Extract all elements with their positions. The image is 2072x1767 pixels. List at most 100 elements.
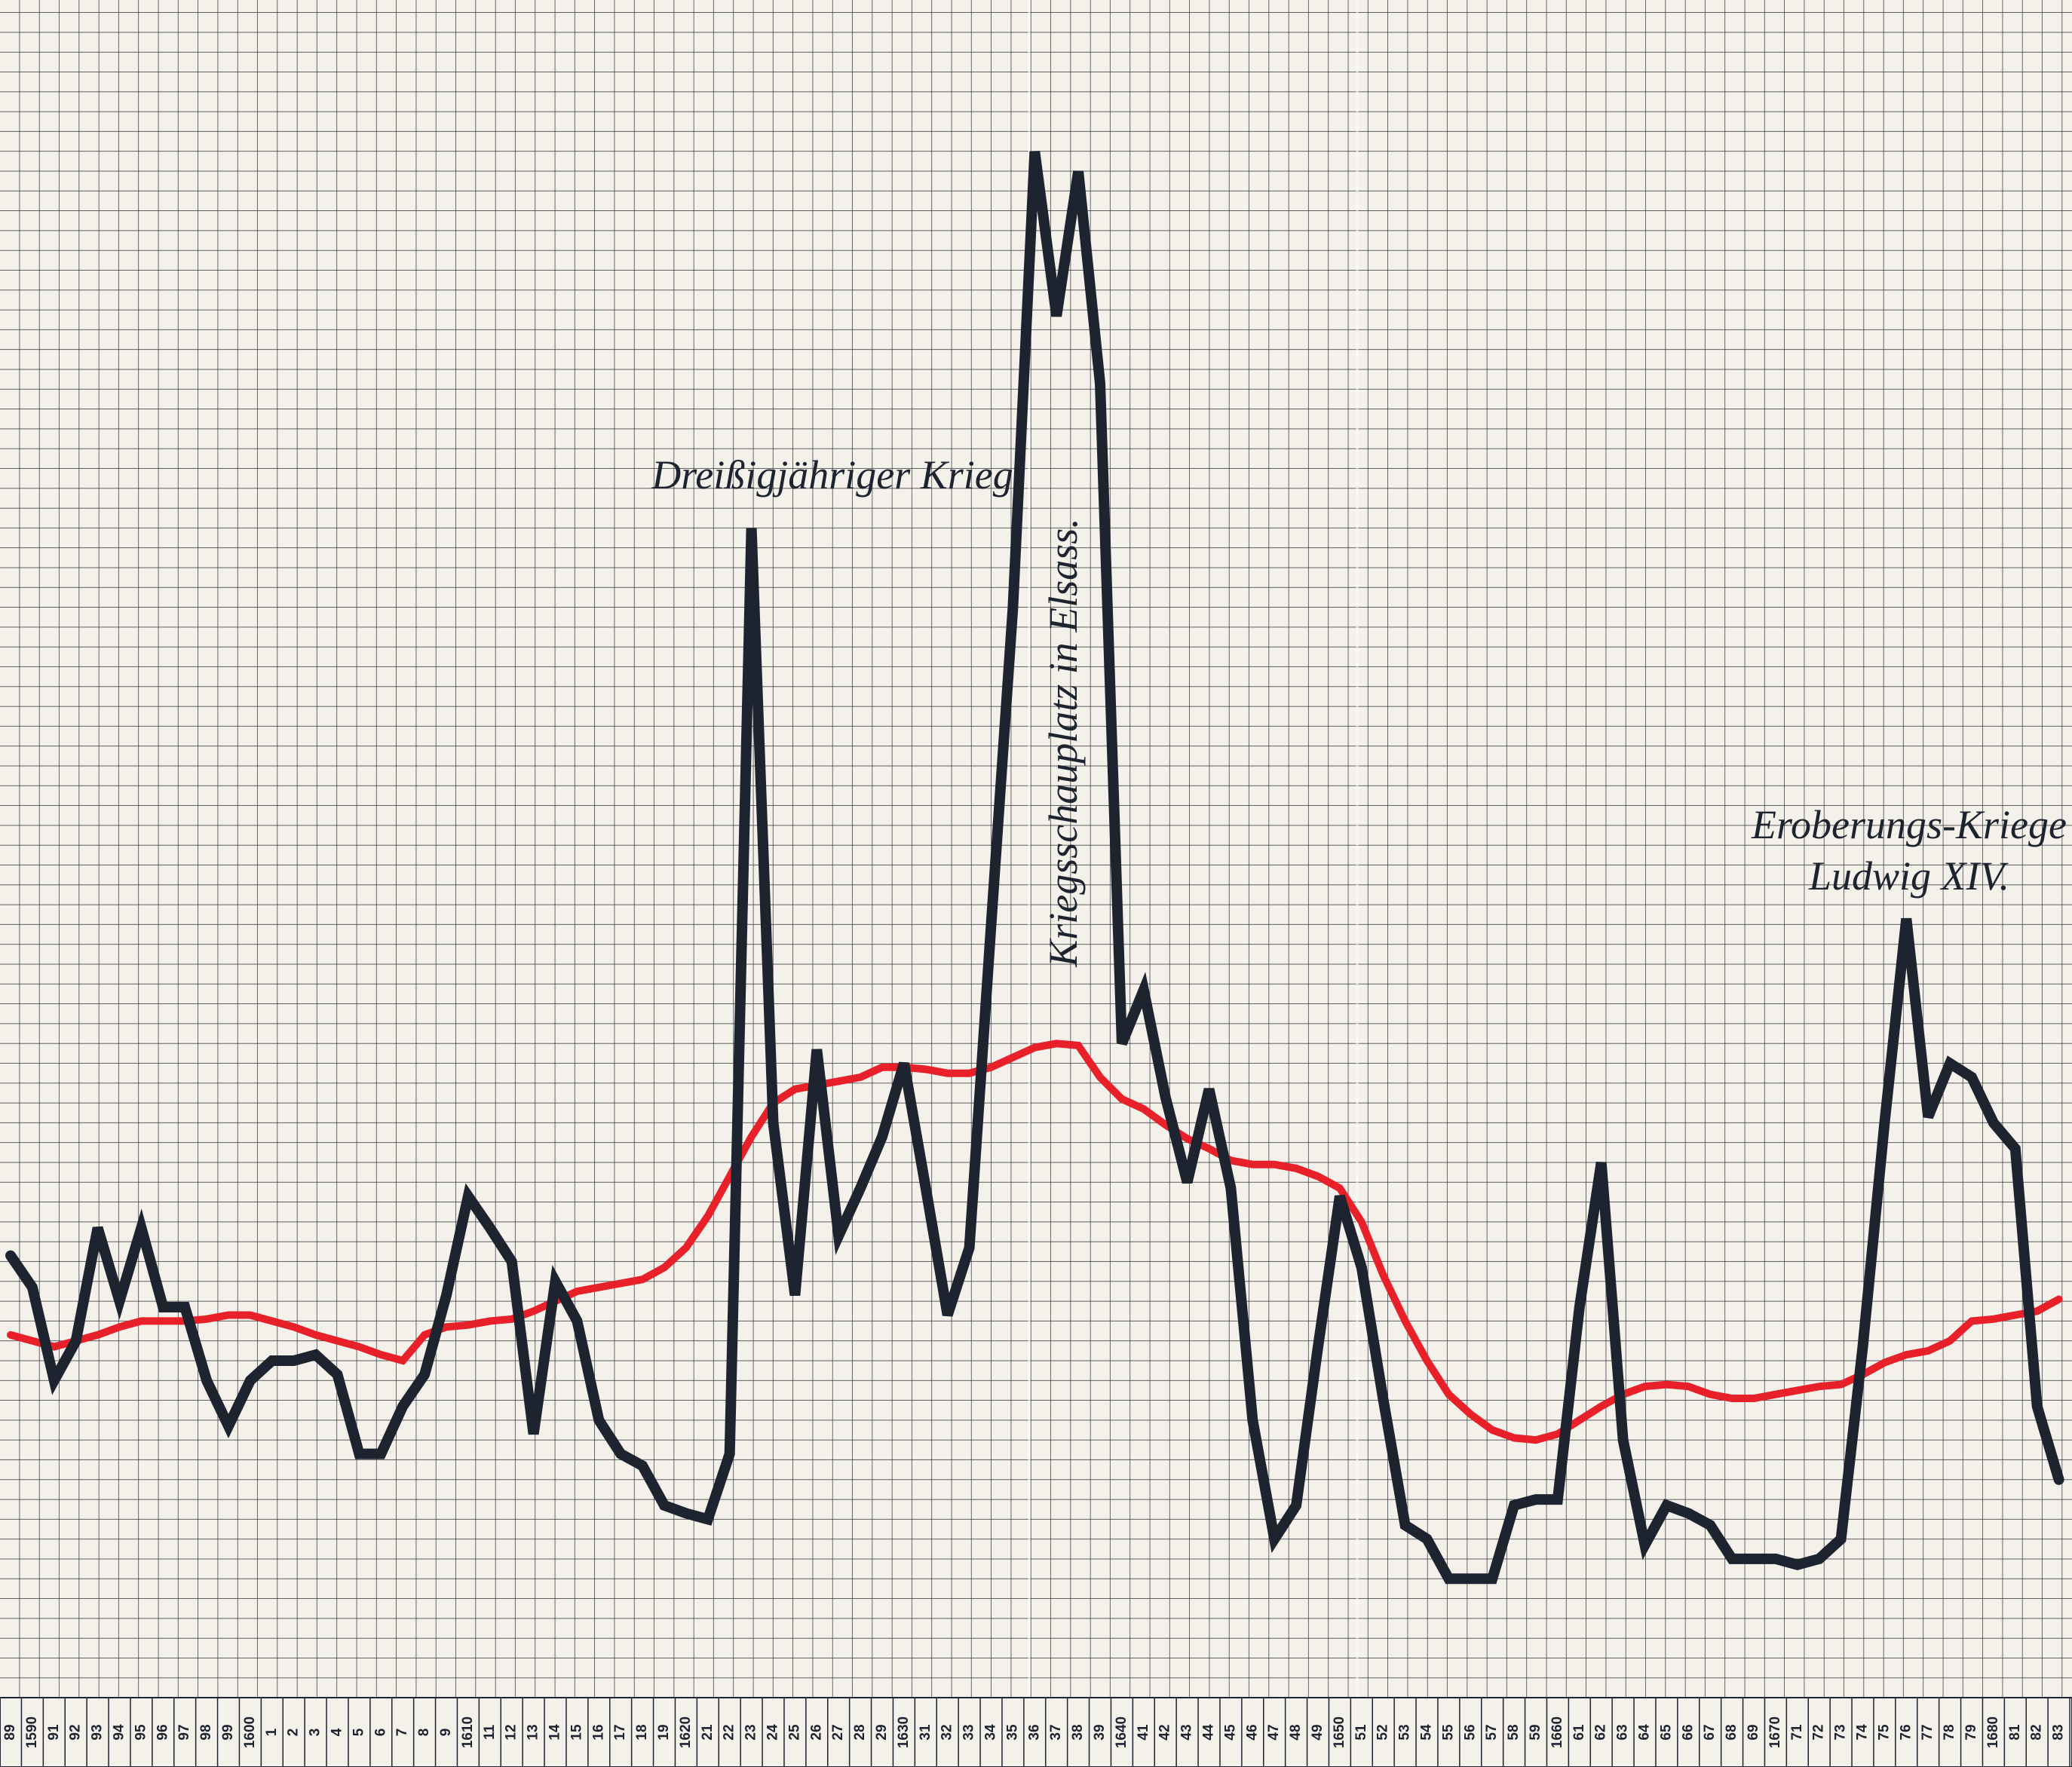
x-tick-label: 89 (2, 1724, 18, 1740)
x-tick-label: 1660 (1549, 1716, 1565, 1748)
annotation: Ludwig XIV. (1808, 853, 2009, 899)
x-tick-label: 8 (416, 1729, 432, 1737)
x-tick-label: 55 (1440, 1724, 1456, 1741)
x-tick-label: 52 (1375, 1724, 1391, 1740)
plot (5, 151, 2064, 1585)
x-tick-label: 33 (961, 1724, 977, 1740)
x-tick-label: 61 (1571, 1724, 1587, 1741)
x-tick-label: 75 (1876, 1724, 1892, 1741)
x-tick-label: 13 (526, 1724, 541, 1740)
x-tick-label: 51 (1353, 1724, 1369, 1741)
x-tick-label: 96 (155, 1724, 170, 1740)
x-tick-label: 81 (2007, 1724, 2023, 1741)
x-tick-label: 1670 (1767, 1716, 1783, 1748)
x-tick-label: 16 (590, 1724, 606, 1740)
x-tick-label: 27 (830, 1724, 846, 1740)
x-tick-label: 21 (700, 1724, 716, 1741)
data-line (7, 1040, 2063, 1444)
x-tick-label: 2 (286, 1729, 302, 1737)
x-tick-label: 38 (1070, 1724, 1086, 1740)
x-tick-label: 4 (329, 1728, 345, 1736)
x-tick-label: 28 (852, 1724, 868, 1740)
x-tick-label: 74 (1855, 1724, 1871, 1741)
x-tick-label: 11 (482, 1725, 498, 1741)
x-tick-label: 91 (46, 1724, 62, 1741)
x-tick-label: 63 (1615, 1724, 1631, 1740)
x-tick-label: 5 (351, 1728, 366, 1736)
annotation: Eroberungs-Kriege (1751, 802, 2067, 847)
annotation: Kriegsschauplatz in Elsass. (1041, 518, 1086, 968)
x-tick-label: 36 (1026, 1724, 1042, 1740)
x-tick-label: 82 (2029, 1724, 2045, 1740)
x-tick-label: 26 (808, 1724, 824, 1740)
x-tick-label: 64 (1637, 1724, 1653, 1741)
x-tick-label: 32 (939, 1724, 955, 1740)
x-tick-label: 37 (1048, 1724, 1064, 1740)
x-tick-label: 92 (68, 1724, 84, 1740)
annotation: Dreißigjähriger Krieg (651, 452, 1013, 498)
x-tick-label: 53 (1397, 1724, 1413, 1740)
x-tick-label: 43 (1179, 1724, 1195, 1740)
x-tick-label: 49 (1310, 1724, 1326, 1740)
x-tick-label: 34 (983, 1724, 999, 1741)
x-tick-label: 58 (1506, 1724, 1522, 1740)
x-tick-label: 35 (1004, 1724, 1020, 1741)
x-tick-label: 29 (874, 1724, 890, 1740)
x-tick-label: 1630 (896, 1716, 912, 1748)
x-tick-label: 1640 (1114, 1716, 1129, 1748)
x-tick-label: 79 (1963, 1724, 1979, 1740)
x-tick-label: 68 (1724, 1724, 1739, 1740)
x-tick-label: 76 (1898, 1724, 1914, 1740)
x-tick-label: 78 (1942, 1724, 1957, 1740)
x-tick-label: 73 (1833, 1724, 1849, 1740)
x-tick-label: 42 (1157, 1724, 1173, 1740)
label-strip (0, 1697, 2072, 1767)
x-tick-label: 67 (1702, 1724, 1718, 1740)
x-tick-label: 31 (918, 1724, 933, 1741)
x-tick-label: 54 (1419, 1724, 1435, 1741)
x-tick-label: 23 (743, 1724, 759, 1740)
x-tick-label: 94 (112, 1724, 127, 1741)
x-tick-label: 59 (1528, 1724, 1543, 1740)
x-tick-label: 69 (1746, 1724, 1761, 1740)
x-tick-label: 39 (1092, 1724, 1108, 1740)
data-line (5, 151, 2064, 1585)
x-tick-label: 25 (786, 1724, 802, 1741)
x-tick-label: 1590 (24, 1716, 40, 1748)
x-tick-label: 45 (1222, 1724, 1238, 1741)
graph-paper-grid (0, 0, 2072, 1698)
x-tick-label: 44 (1201, 1724, 1217, 1741)
x-tick-label: 24 (765, 1724, 781, 1741)
x-tick-label: 3 (308, 1729, 323, 1737)
x-tick-label: 6 (372, 1729, 388, 1737)
x-tick-label: 83 (2051, 1724, 2067, 1740)
x-tick-label: 98 (198, 1724, 214, 1740)
x-tick-label: 62 (1593, 1724, 1609, 1740)
x-tick-label: 66 (1680, 1724, 1696, 1740)
x-tick-label: 1650 (1332, 1716, 1347, 1748)
x-tick-label: 14 (547, 1724, 563, 1741)
x-tick-label: 47 (1266, 1724, 1282, 1740)
x-tick-label: 72 (1811, 1724, 1827, 1740)
x-tick-label: 17 (612, 1724, 628, 1740)
x-tick-label: 1600 (242, 1716, 258, 1748)
x-tick-label: 56 (1462, 1724, 1478, 1740)
x-tick-label: 71 (1789, 1724, 1805, 1741)
x-tick-label: 18 (634, 1724, 650, 1740)
x-tick-label: 1620 (678, 1716, 694, 1748)
x-tick-label: 9 (438, 1729, 454, 1737)
x-tick-label: 15 (569, 1724, 584, 1741)
x-tick-label: 1 (264, 1728, 280, 1736)
x-tick-label: 22 (722, 1724, 737, 1740)
x-tick-label: 19 (656, 1724, 672, 1740)
x-tick-label: 7 (394, 1729, 410, 1737)
x-tick-label: 57 (1484, 1724, 1500, 1740)
x-tick-label: 93 (90, 1724, 106, 1740)
x-tick-label: 97 (176, 1724, 192, 1740)
x-tick-label: 12 (504, 1724, 520, 1740)
x-tick-label: 95 (133, 1724, 149, 1741)
x-tick-label: 41 (1136, 1724, 1151, 1741)
x-tick-label: 1680 (1985, 1716, 2001, 1748)
x-tick-label: 46 (1244, 1724, 1260, 1740)
